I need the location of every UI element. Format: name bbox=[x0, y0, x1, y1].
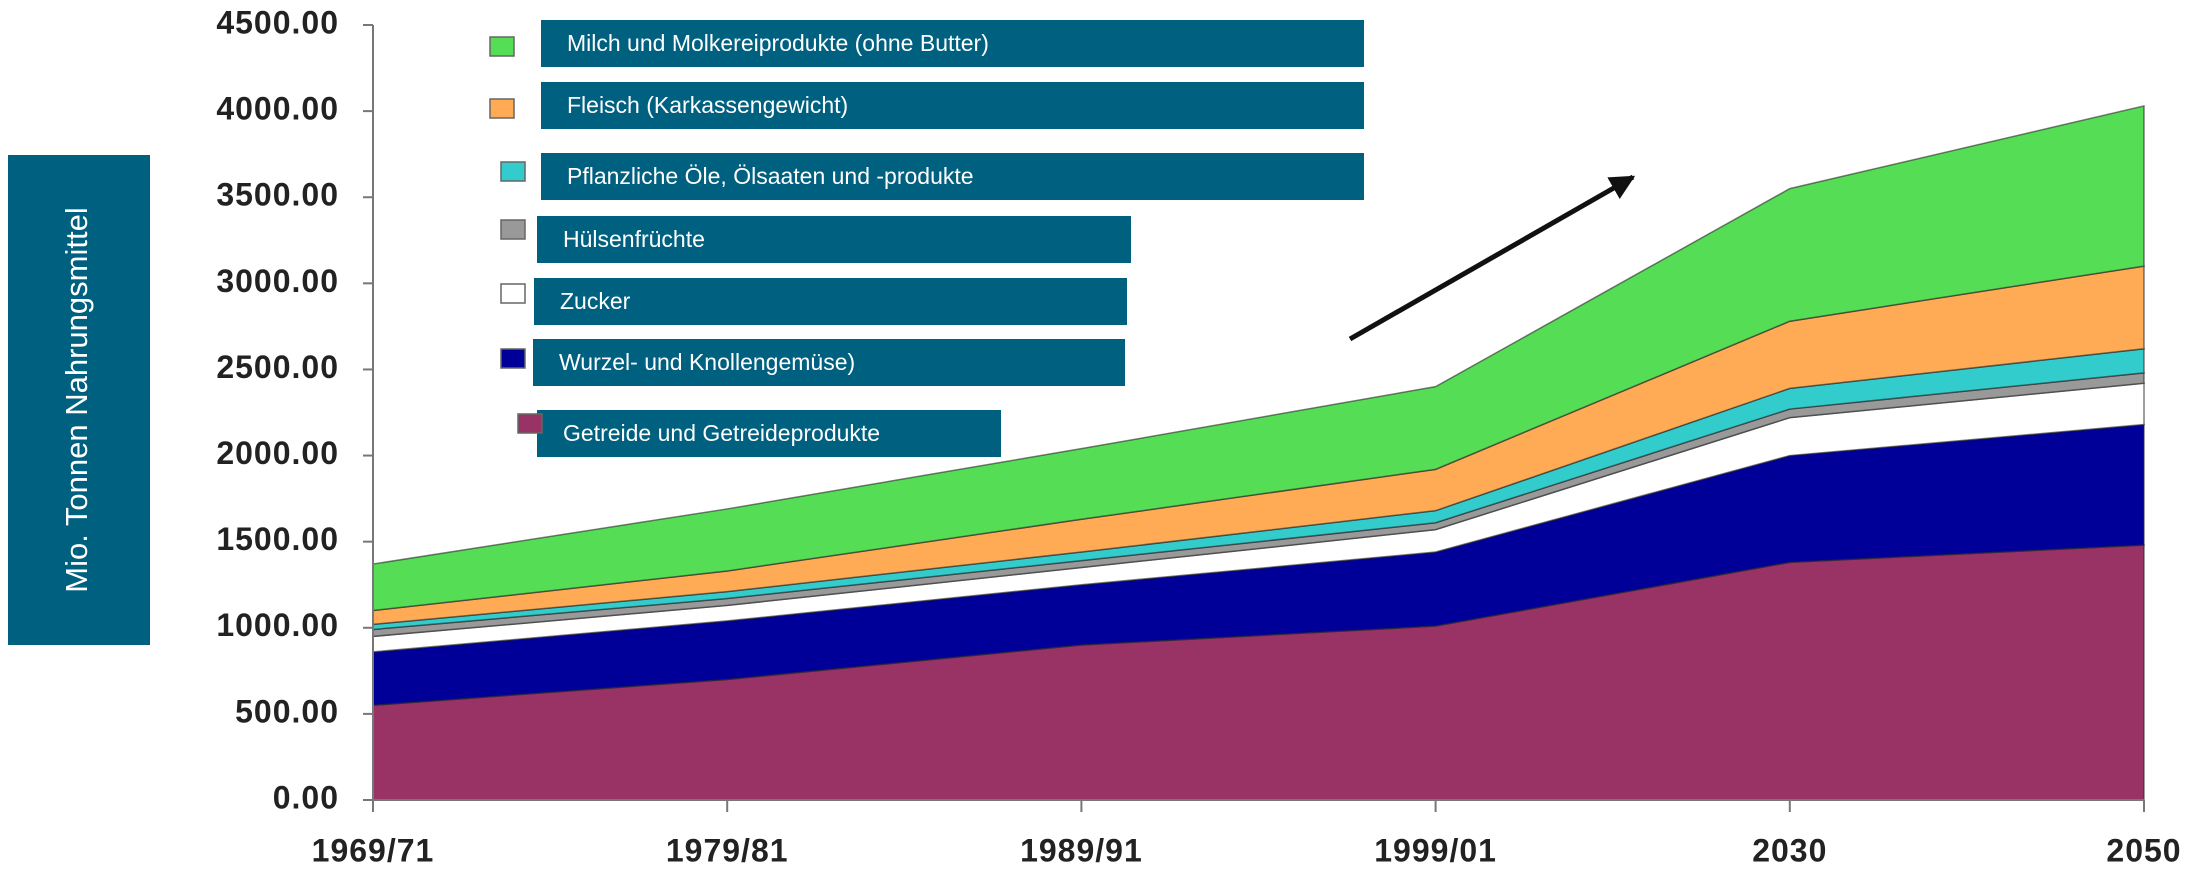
legend-label: Pflanzliche Öle, Ölsaaten und -produkte bbox=[567, 163, 974, 189]
x-tick-label: 1989/91 bbox=[1020, 832, 1143, 868]
legend: Getreide und Getreideprodukte Wurzel- und… bbox=[489, 20, 1364, 457]
legend-swatch bbox=[500, 219, 526, 240]
x-tick-label: 1969/71 bbox=[312, 832, 435, 868]
x-tick-label: 1999/01 bbox=[1374, 832, 1497, 868]
y-tick-label: 2500.00 bbox=[216, 349, 339, 385]
y-tick-label: 1000.00 bbox=[216, 607, 339, 643]
legend-label: Getreide und Getreideprodukte bbox=[563, 420, 880, 446]
y-tick-label: 4500.00 bbox=[216, 4, 339, 40]
legend-swatch bbox=[500, 161, 526, 182]
y-tick-label: 3500.00 bbox=[216, 177, 339, 213]
legend-label: Milch und Molkereiprodukte (ohne Butter) bbox=[567, 30, 989, 56]
x-tick-label: 1979/81 bbox=[666, 832, 789, 868]
areas bbox=[372, 104, 2145, 801]
legend-swatch bbox=[489, 36, 515, 57]
legend-swatch bbox=[500, 283, 526, 304]
legend-label-box bbox=[541, 153, 1364, 200]
legend-swatch bbox=[500, 348, 526, 369]
trend-arrow bbox=[1348, 174, 1636, 342]
y-tick-label: 3000.00 bbox=[216, 263, 339, 299]
legend-label-box bbox=[537, 216, 1131, 263]
legend-swatch bbox=[517, 413, 543, 434]
legend-label: Fleisch (Karkassengewicht) bbox=[567, 92, 848, 118]
legend-label-box bbox=[533, 339, 1125, 386]
legend-label-box bbox=[541, 82, 1364, 129]
legend-label: Hülsenfrüchte bbox=[563, 226, 705, 252]
x-tick-label: 2050 bbox=[2106, 832, 2181, 868]
y-tick-label: 500.00 bbox=[235, 693, 339, 729]
axes: 0.00 500.00 1000.00 1500.00 2000.00 2500.00 30… bbox=[216, 4, 2181, 868]
area bbox=[372, 104, 2145, 612]
y-axis-label: Mio. Tonnen Nahrungsmittel bbox=[59, 207, 94, 592]
legend-label-box bbox=[534, 278, 1127, 325]
legend-swatch bbox=[489, 98, 515, 119]
y-label-box bbox=[8, 155, 150, 645]
y-tick-label: 0.00 bbox=[273, 779, 339, 815]
legend-label-box bbox=[541, 20, 1364, 67]
legend-label: Zucker bbox=[560, 288, 631, 314]
legend-label-box bbox=[537, 410, 1001, 457]
y-tick-label: 4000.00 bbox=[216, 91, 339, 127]
legend-label: Wurzel- und Knollengemüse) bbox=[559, 349, 855, 375]
y-tick-label: 2000.00 bbox=[216, 435, 339, 471]
y-tick-label: 1500.00 bbox=[216, 521, 339, 557]
x-tick-label: 2030 bbox=[1752, 832, 1827, 868]
